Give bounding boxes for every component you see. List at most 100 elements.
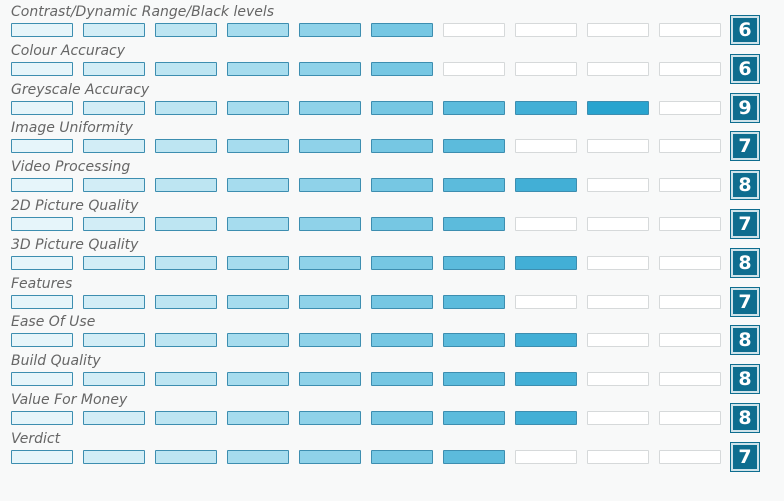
rating-label: Build Quality (11, 353, 101, 370)
rating-segment-filled (443, 100, 505, 115)
rating-segment-filled (515, 255, 577, 270)
rating-segment-filled (83, 372, 145, 387)
rating-segment-filled (155, 333, 217, 348)
rating-segment-filled (155, 23, 217, 37)
rating-segment-filled (443, 333, 505, 348)
rating-segment-filled (299, 23, 361, 37)
rating-segment-filled (371, 449, 433, 464)
rating-segment-empty (659, 333, 721, 348)
rating-segment-empty (443, 23, 505, 37)
rating-label: Contrast/Dynamic Range/Black levels (11, 4, 275, 20)
score-badge: 7 (731, 287, 759, 316)
rating-segment-filled (299, 217, 361, 231)
rating-segment-filled (155, 178, 217, 193)
score-badge: 6 (731, 16, 759, 44)
score-badge: 8 (731, 404, 759, 432)
rating-segment-filled (299, 333, 361, 348)
rating-segment-filled (155, 100, 217, 115)
rating-segment-filled (443, 217, 505, 231)
rating-label: Greyscale Accuracy (11, 81, 150, 98)
rating-label: 2D Picture Quality (11, 198, 139, 214)
rating-segment-filled (299, 100, 361, 115)
rating-segment-filled (443, 294, 505, 309)
rating-segment-filled (515, 372, 577, 387)
rating-segment-filled (11, 23, 73, 37)
score-badge: 7 (731, 210, 759, 238)
rating-segment-empty (515, 23, 577, 37)
rating-segment-empty (659, 411, 721, 425)
rating-segment-filled (299, 61, 361, 76)
rating-segment-filled (299, 449, 361, 464)
rating-segment-filled (227, 23, 289, 37)
rating-segment-filled (587, 100, 649, 115)
rating-segment-filled (299, 139, 361, 154)
rating-segment-filled (83, 449, 145, 464)
rating-segment-filled (83, 217, 145, 231)
rating-segment-empty (587, 294, 649, 309)
rating-segment-filled (83, 294, 145, 309)
rating-segment-filled (83, 333, 145, 348)
rating-segment-filled (299, 178, 361, 193)
rating-segment-filled (83, 23, 145, 37)
rating-segment-filled (155, 449, 217, 464)
rating-label: Ease Of Use (11, 314, 96, 331)
rating-segment-filled (227, 100, 289, 115)
rating-segment-empty (587, 178, 649, 193)
rating-segment-filled (83, 178, 145, 193)
rating-segment-empty (659, 23, 721, 37)
rating-segment-filled (11, 449, 73, 464)
rating-segment-filled (227, 255, 289, 270)
rating-segment-filled (11, 100, 73, 115)
rating-segment-filled (155, 411, 217, 425)
rating-segment-filled (227, 178, 289, 193)
rating-segment-empty (587, 411, 649, 425)
rating-segment-filled (227, 294, 289, 309)
score-badge: 8 (731, 365, 759, 394)
rating-segment-filled (11, 255, 73, 270)
rating-segment-empty (659, 255, 721, 270)
rating-segment-filled (371, 61, 433, 76)
rating-segment-filled (371, 333, 433, 348)
rating-segment-empty (587, 61, 649, 76)
rating-label: Value For Money (11, 392, 128, 408)
rating-segment-filled (371, 255, 433, 270)
rating-segment-filled (443, 255, 505, 270)
rating-segment-filled (83, 139, 145, 154)
rating-segment-empty (515, 61, 577, 76)
rating-segment-empty (515, 449, 577, 464)
rating-label: Video Processing (11, 159, 131, 176)
rating-segment-filled (83, 411, 145, 425)
rating-segment-filled (443, 411, 505, 425)
rating-segment-empty (587, 255, 649, 270)
rating-segment-filled (227, 139, 289, 154)
rating-segment-filled (371, 217, 433, 231)
rating-segment-filled (515, 333, 577, 348)
rating-segment-empty (515, 294, 577, 309)
rating-segment-filled (371, 23, 433, 37)
rating-segment-filled (83, 255, 145, 270)
rating-segment-filled (11, 178, 73, 193)
rating-segment-empty (587, 217, 649, 231)
rating-segment-filled (155, 139, 217, 154)
rating-segment-filled (299, 372, 361, 387)
rating-segment-empty (659, 372, 721, 387)
rating-segment-filled (11, 139, 73, 154)
rating-segment-filled (11, 372, 73, 387)
rating-segment-empty (587, 139, 649, 154)
rating-label: Verdict (11, 430, 61, 447)
rating-segment-filled (299, 255, 361, 270)
score-badge: 9 (731, 93, 759, 122)
rating-segment-filled (371, 139, 433, 154)
rating-segment-empty (659, 217, 721, 231)
rating-label: Features (11, 275, 73, 292)
rating-segment-filled (227, 333, 289, 348)
rating-segment-filled (11, 294, 73, 309)
rating-segment-filled (155, 217, 217, 231)
score-badge: 8 (731, 326, 759, 355)
rating-segment-filled (227, 411, 289, 425)
score-badge: 8 (731, 248, 759, 277)
rating-segment-filled (11, 411, 73, 425)
score-badge: 7 (731, 132, 759, 161)
rating-segment-filled (443, 372, 505, 387)
